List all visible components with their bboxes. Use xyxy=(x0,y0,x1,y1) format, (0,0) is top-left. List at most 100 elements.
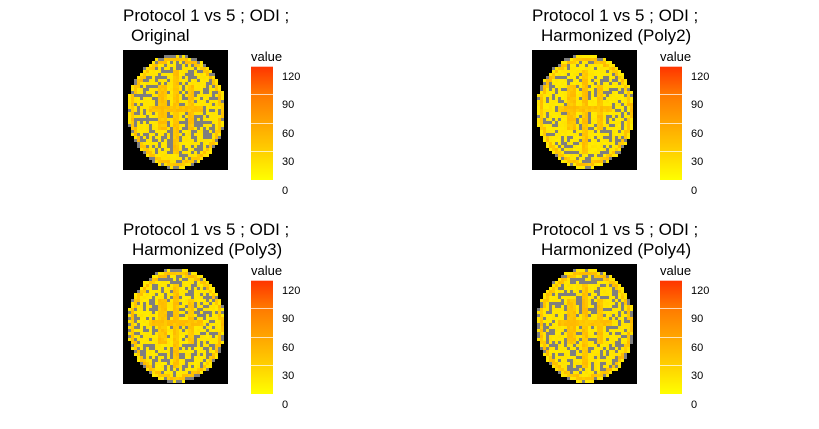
heatmap-cell xyxy=(128,308,131,311)
heatmap-cell xyxy=(134,121,137,124)
heatmap-cell xyxy=(597,281,600,284)
heatmap-cell xyxy=(167,70,170,73)
heatmap-cell xyxy=(185,332,188,335)
heatmap-cell xyxy=(161,371,164,374)
panel-title: Protocol 1 vs 5 ; ODI ; Harmonized (Poly… xyxy=(532,220,819,260)
heatmap-cell xyxy=(179,281,182,284)
heatmap-cell xyxy=(585,323,588,326)
heatmap-cell xyxy=(576,290,579,293)
heatmap-cell xyxy=(609,329,612,332)
heatmap-cell xyxy=(146,130,149,133)
heatmap-cell xyxy=(194,124,197,127)
heatmap-cell xyxy=(573,275,576,278)
heatmap-cell xyxy=(164,163,167,166)
heatmap-cell xyxy=(158,293,161,296)
heatmap-cell xyxy=(588,58,591,61)
heatmap-cell xyxy=(564,100,567,103)
heatmap-cell xyxy=(612,308,615,311)
heatmap-cell xyxy=(185,371,188,374)
heatmap-cell xyxy=(173,317,176,320)
heatmap-cell xyxy=(600,64,603,67)
heatmap-cell xyxy=(194,290,197,293)
heatmap-cell xyxy=(215,293,218,296)
heatmap-cell xyxy=(158,356,161,359)
heatmap-cell xyxy=(221,121,224,124)
heatmap-cell xyxy=(188,145,191,148)
heatmap-cell xyxy=(549,91,552,94)
heatmap-cell xyxy=(624,103,627,106)
heatmap-cell xyxy=(158,157,161,160)
heatmap-cell xyxy=(582,157,585,160)
heatmap-cell xyxy=(164,374,167,377)
heatmap-cell xyxy=(585,145,588,148)
heatmap-cell xyxy=(546,335,549,338)
heatmap-cell xyxy=(555,326,558,329)
heatmap-cell xyxy=(182,380,185,383)
heatmap-cell xyxy=(624,82,627,85)
heatmap-cell xyxy=(167,353,170,356)
heatmap-cell xyxy=(152,359,155,362)
heatmap-cell xyxy=(594,329,597,332)
heatmap-cell xyxy=(170,350,173,353)
heatmap-cell xyxy=(203,109,206,112)
heatmap-cell xyxy=(203,293,206,296)
heatmap-cell xyxy=(573,368,576,371)
heatmap-cell xyxy=(128,112,131,115)
heatmap-cell xyxy=(552,305,555,308)
heatmap-cell xyxy=(627,341,630,344)
heatmap-cell xyxy=(573,281,576,284)
heatmap-cell xyxy=(179,82,182,85)
heatmap-cell xyxy=(558,284,561,287)
heatmap-cell xyxy=(573,64,576,67)
heatmap-cell xyxy=(540,127,543,130)
heatmap-cell xyxy=(558,371,561,374)
heatmap-cell xyxy=(146,118,149,121)
heatmap-cell xyxy=(561,106,564,109)
heatmap-cell xyxy=(140,323,143,326)
heatmap-cell xyxy=(137,323,140,326)
heatmap-cell xyxy=(552,335,555,338)
heatmap-cell xyxy=(591,269,594,272)
heatmap-cell xyxy=(627,109,630,112)
heatmap-cell xyxy=(591,344,594,347)
heatmap-cell xyxy=(594,151,597,154)
heatmap-cell xyxy=(167,67,170,70)
heatmap-cell xyxy=(588,377,591,380)
heatmap-cell xyxy=(627,308,630,311)
heatmap-cell xyxy=(191,160,194,163)
heatmap-cell xyxy=(585,157,588,160)
heatmap-cell xyxy=(567,145,570,148)
heatmap-cell xyxy=(621,317,624,320)
heatmap-cell xyxy=(185,320,188,323)
heatmap-cell xyxy=(564,67,567,70)
heatmap-cell xyxy=(540,106,543,109)
heatmap-cell xyxy=(206,356,209,359)
colorbar-tick-line xyxy=(251,123,273,124)
heatmap-cell xyxy=(212,97,215,100)
heatmap-cell xyxy=(618,91,621,94)
heatmap-cell xyxy=(627,335,630,338)
heatmap-cell xyxy=(164,91,167,94)
heatmap-cell xyxy=(206,100,209,103)
heatmap-cell xyxy=(603,103,606,106)
heatmap-cell xyxy=(561,290,564,293)
heatmap-cell xyxy=(555,67,558,70)
colorbar-tick-line xyxy=(660,66,682,67)
heatmap-cell xyxy=(179,359,182,362)
heatmap-cell xyxy=(561,142,564,145)
heatmap-cell xyxy=(603,112,606,115)
heatmap-cell xyxy=(167,269,170,272)
heatmap-cell xyxy=(585,317,588,320)
heatmap-cell xyxy=(185,154,188,157)
heatmap-cell xyxy=(212,115,215,118)
heatmap-cell xyxy=(188,163,191,166)
heatmap-cell xyxy=(609,365,612,368)
heatmap-cell xyxy=(149,157,152,160)
heatmap-cell xyxy=(591,368,594,371)
heatmap-cell xyxy=(546,91,549,94)
heatmap-cell xyxy=(128,106,131,109)
heatmap-cell xyxy=(606,296,609,299)
heatmap-cell xyxy=(627,314,630,317)
heatmap-cell xyxy=(170,287,173,290)
heatmap-cell xyxy=(579,121,582,124)
